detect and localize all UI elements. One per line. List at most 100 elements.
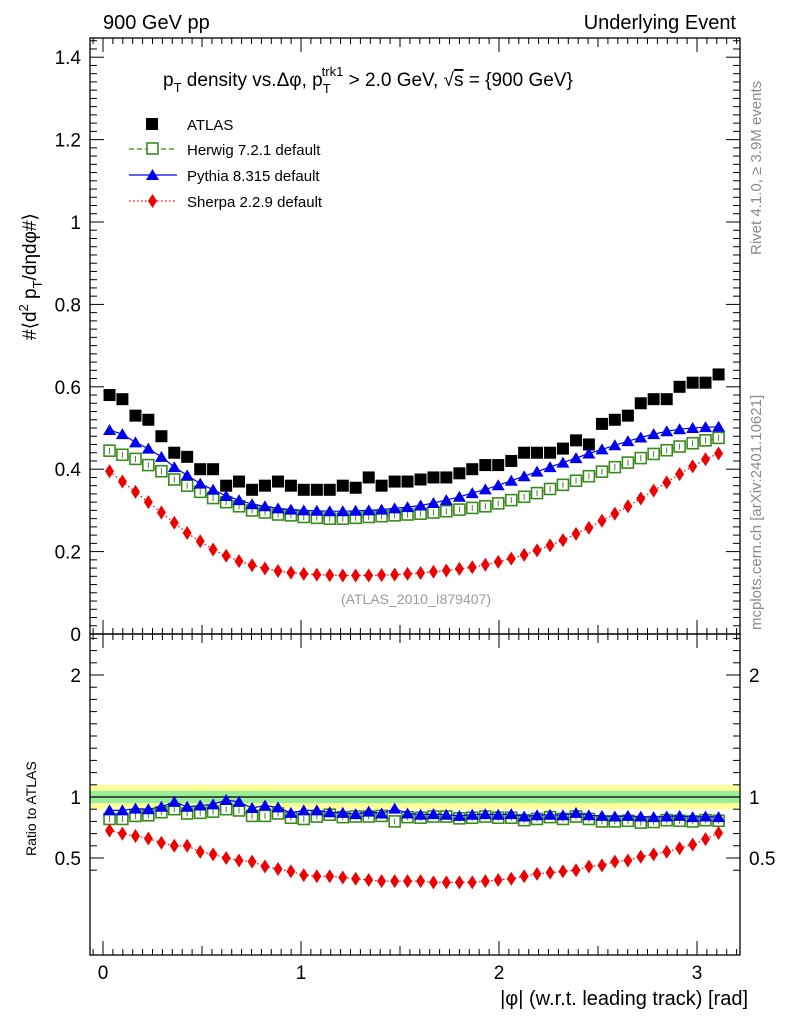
ratio-pythia: [103, 794, 726, 823]
series-herwig: [103, 431, 725, 525]
series-atlas-point: [401, 475, 414, 488]
legend-herwig-marker: [146, 142, 159, 155]
series-atlas-point: [647, 393, 660, 406]
series-atlas-point: [246, 483, 259, 496]
ratio-pythia-point: [595, 809, 609, 821]
series-pythia-point: [491, 479, 505, 491]
series-pythia-point: [686, 422, 700, 433]
ratio-pythia-point: [647, 811, 661, 823]
series-sherpa-point: [130, 484, 140, 499]
series-atlas-point: [181, 450, 194, 463]
ratio-pythia-point: [582, 809, 596, 821]
series-pythia-point: [504, 474, 518, 486]
ratio-pythia-point: [154, 800, 168, 812]
ratio-pythia-point: [465, 808, 479, 820]
ratio-sherpa: [105, 823, 724, 890]
series-sherpa-point: [545, 538, 555, 553]
series-herwig-point: [155, 464, 168, 478]
series-pythia-point: [219, 489, 233, 501]
ratio-sherpa-point: [532, 866, 542, 881]
x-tick-label: 3: [692, 963, 703, 984]
series-sherpa-point: [610, 506, 620, 521]
legend-pythia: Pythia 8.315 default: [129, 168, 320, 185]
ratio-pythia-point: [193, 799, 207, 811]
ratio-pythia-point: [128, 802, 142, 814]
series-pythia-point: [712, 420, 726, 432]
y-tick-label: 0: [70, 625, 81, 646]
series-sherpa-point: [714, 446, 724, 461]
series-sherpa-point: [584, 520, 594, 535]
ratio-sherpa-point: [234, 853, 244, 868]
ratio-sherpa-point: [143, 831, 153, 846]
series-pythia-point: [426, 496, 440, 508]
series-sherpa-point: [636, 491, 646, 506]
ratio-pythia-point: [401, 807, 415, 819]
series-pythia-point: [699, 421, 713, 433]
series-herwig-point: [634, 451, 648, 465]
series-atlas-point: [414, 473, 427, 486]
analysis-tag: (ATLAS_2010_I879407): [341, 591, 491, 607]
series-sherpa-point: [662, 475, 672, 490]
series-atlas-point: [595, 417, 608, 430]
series-herwig-point: [686, 436, 699, 450]
series-atlas-point: [660, 393, 673, 406]
series-sherpa-point: [597, 513, 607, 528]
series-pythia-point: [232, 494, 246, 506]
ratio-sherpa-point: [701, 832, 711, 847]
legend-sherpa-label: Sherpa 2.2.9 default: [187, 194, 323, 211]
series-pythia-point: [621, 435, 635, 447]
series-atlas-point: [427, 471, 440, 484]
series-herwig-point: [180, 479, 194, 492]
ratio-sherpa-point: [493, 872, 503, 887]
ratio-pythia-point: [245, 801, 259, 813]
x-tick-label: 1: [296, 963, 307, 984]
ratio-sherpa-point: [338, 870, 348, 885]
series-sherpa-point: [390, 567, 400, 582]
ratio-pythia-point: [206, 798, 220, 810]
ratio-pythia-point: [167, 795, 181, 807]
header-right: Underlying Event: [584, 12, 737, 34]
series-sherpa-point: [403, 566, 413, 581]
series-pythia-point: [465, 487, 479, 499]
ratio-sherpa-point: [299, 868, 309, 883]
series-pythia-point: [388, 502, 402, 514]
ratio-pythia-point: [297, 804, 311, 816]
ratio-sherpa-point: [506, 871, 516, 886]
rivet-version-label: Rivet 4.1.0, ≥ 3.9M events: [748, 81, 765, 255]
legend-herwig-label: Herwig 7.2.1 default: [187, 142, 321, 159]
series-herwig-point: [543, 482, 557, 496]
ratio-pythia-point: [517, 810, 531, 822]
series-atlas-point: [272, 475, 285, 488]
series-herwig-point: [699, 434, 712, 447]
series-pythia-point: [154, 450, 168, 462]
y-tick-label: 0.2: [55, 543, 81, 564]
ratio-pythia-point: [349, 808, 363, 820]
ratio-y-tick-label-left: 2: [70, 666, 81, 687]
series-sherpa: [105, 446, 724, 583]
ratio-sherpa-point: [571, 863, 581, 878]
series-atlas-point: [233, 475, 246, 488]
ratio-sherpa-point: [480, 874, 490, 889]
ratio-y-tick-label-right: 0.5: [749, 849, 775, 870]
series-atlas-point: [505, 454, 518, 467]
series-herwig-point: [465, 501, 479, 515]
ratio-sherpa-point: [403, 874, 413, 889]
series-sherpa-point: [506, 551, 516, 566]
series-atlas-point: [582, 438, 595, 451]
ratio-pythia-point: [375, 807, 389, 819]
series-atlas-point: [258, 479, 271, 492]
series-herwig-point: [595, 465, 609, 478]
legend-atlas: ATLAS: [146, 117, 233, 134]
ratio-sherpa-point: [428, 875, 438, 890]
series-atlas-point: [673, 380, 686, 393]
ratio-pythia-point: [608, 810, 622, 822]
series-herwig-point: [167, 473, 181, 486]
y-tick-label: 0.6: [55, 378, 81, 399]
series-sherpa-point: [377, 568, 387, 583]
series-sherpa-point: [156, 505, 166, 520]
ratio-sherpa-point: [351, 871, 361, 886]
series-pythia-point: [245, 498, 259, 510]
series-pythia-point: [115, 428, 129, 440]
series-sherpa-point: [105, 464, 115, 479]
series-herwig-point: [504, 493, 518, 507]
